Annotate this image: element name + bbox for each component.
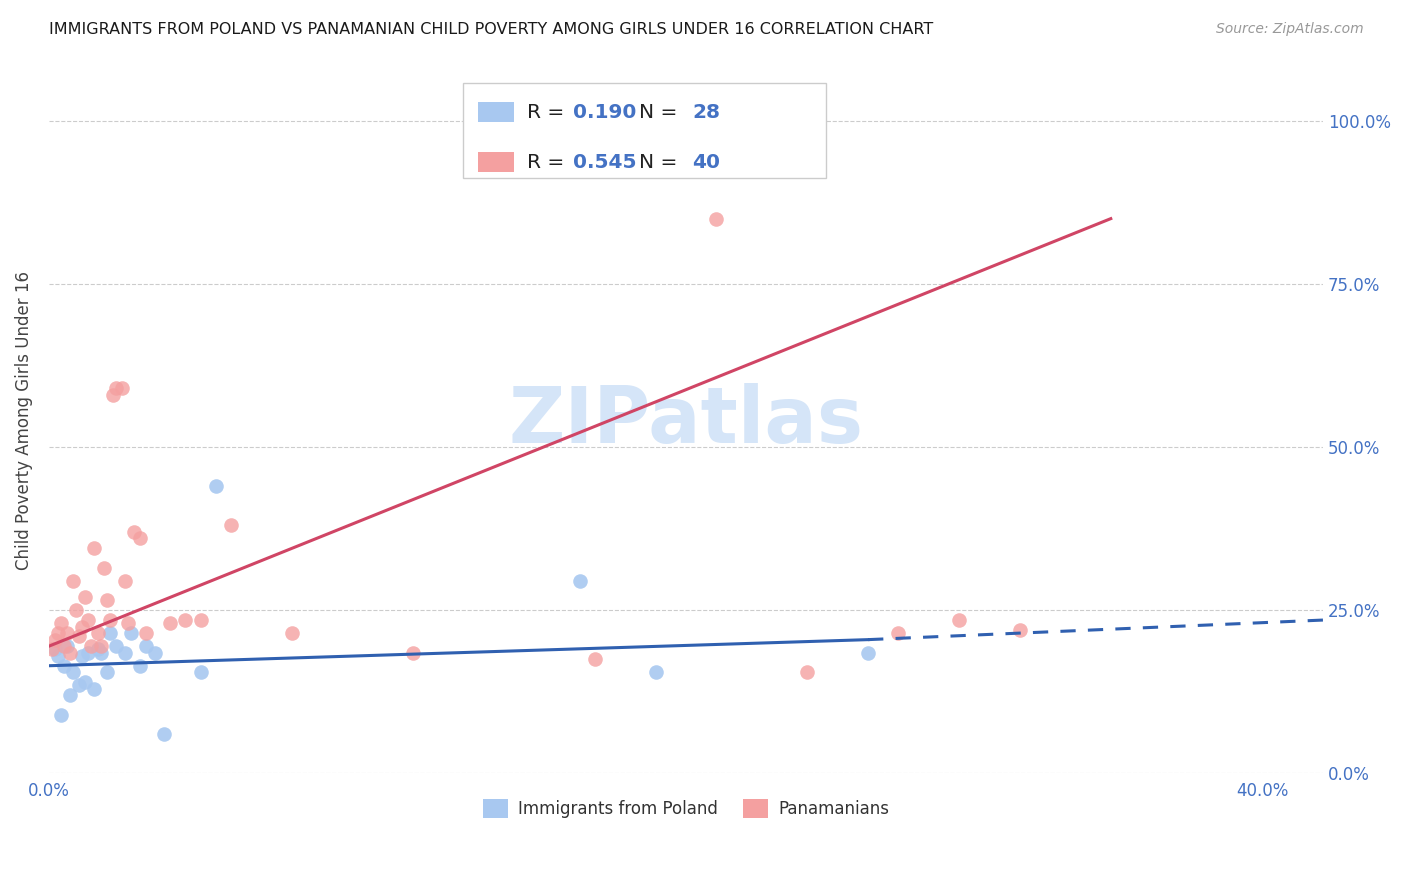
Point: [67, 678, 90, 692]
Point: [90, 639, 112, 653]
Text: R =: R =: [527, 103, 571, 121]
Point: [75, 675, 97, 690]
Text: 40: 40: [692, 153, 720, 172]
Point: [67, 629, 90, 643]
Point: [190, 665, 212, 680]
Point: [96, 665, 118, 680]
Point: [44, 642, 66, 657]
Point: [96, 593, 118, 607]
Text: 28: 28: [692, 103, 720, 121]
Point: [111, 381, 134, 395]
Point: [104, 381, 127, 395]
Point: [53, 658, 76, 673]
Point: [887, 626, 910, 640]
Text: 0.545: 0.545: [572, 153, 636, 172]
Text: IMMIGRANTS FROM POLAND VS PANAMANIAN CHILD POVERTY AMONG GIRLS UNDER 16 CORRELAT: IMMIGRANTS FROM POLAND VS PANAMANIAN CHI…: [49, 22, 934, 37]
Point: [65, 603, 87, 617]
Point: [159, 616, 181, 631]
Point: [62, 665, 84, 680]
Point: [129, 658, 152, 673]
Point: [59, 646, 82, 660]
FancyBboxPatch shape: [463, 83, 827, 178]
Point: [46, 648, 69, 663]
Point: [72, 619, 94, 633]
Point: [948, 613, 970, 627]
Point: [135, 639, 157, 653]
Text: N =: N =: [638, 103, 683, 121]
Point: [98, 626, 121, 640]
Text: Source: ZipAtlas.com: Source: ZipAtlas.com: [1216, 22, 1364, 37]
Point: [98, 613, 121, 627]
FancyBboxPatch shape: [478, 103, 515, 122]
Point: [143, 646, 166, 660]
Point: [129, 532, 152, 546]
Point: [49, 707, 72, 722]
FancyBboxPatch shape: [478, 153, 515, 172]
Point: [59, 688, 82, 702]
Point: [56, 639, 79, 653]
Y-axis label: Child Poverty Among Girls Under 16: Child Poverty Among Girls Under 16: [15, 271, 32, 571]
Point: [644, 665, 666, 680]
Point: [90, 646, 112, 660]
Point: [41, 642, 63, 657]
Point: [49, 616, 72, 631]
Point: [104, 639, 127, 653]
Point: [120, 626, 142, 640]
Point: [86, 626, 108, 640]
Point: [53, 639, 76, 653]
Text: R =: R =: [527, 153, 571, 172]
Point: [93, 561, 115, 575]
Point: [62, 574, 84, 588]
Point: [856, 646, 879, 660]
Point: [796, 665, 818, 680]
Point: [190, 613, 212, 627]
Point: [205, 479, 228, 493]
Point: [77, 646, 100, 660]
Point: [46, 626, 69, 640]
Point: [56, 626, 79, 640]
Point: [174, 613, 197, 627]
Text: ZIPatlas: ZIPatlas: [509, 383, 863, 459]
Text: 0.190: 0.190: [572, 103, 636, 121]
Point: [80, 639, 103, 653]
Point: [114, 574, 136, 588]
Point: [86, 642, 108, 657]
Point: [706, 211, 728, 226]
Point: [122, 524, 145, 539]
Text: N =: N =: [638, 153, 683, 172]
Point: [117, 616, 139, 631]
Point: [75, 591, 97, 605]
Point: [77, 613, 100, 627]
Legend: Immigrants from Poland, Panamanians: Immigrants from Poland, Panamanians: [477, 792, 896, 825]
Point: [402, 646, 425, 660]
Point: [153, 727, 176, 741]
Point: [83, 681, 105, 696]
Point: [280, 626, 302, 640]
Point: [219, 518, 242, 533]
Point: [83, 541, 105, 556]
Point: [101, 388, 124, 402]
Point: [72, 648, 94, 663]
Point: [44, 632, 66, 647]
Point: [114, 646, 136, 660]
Point: [1008, 623, 1031, 637]
Point: [583, 652, 606, 666]
Point: [135, 626, 157, 640]
Point: [568, 574, 591, 588]
